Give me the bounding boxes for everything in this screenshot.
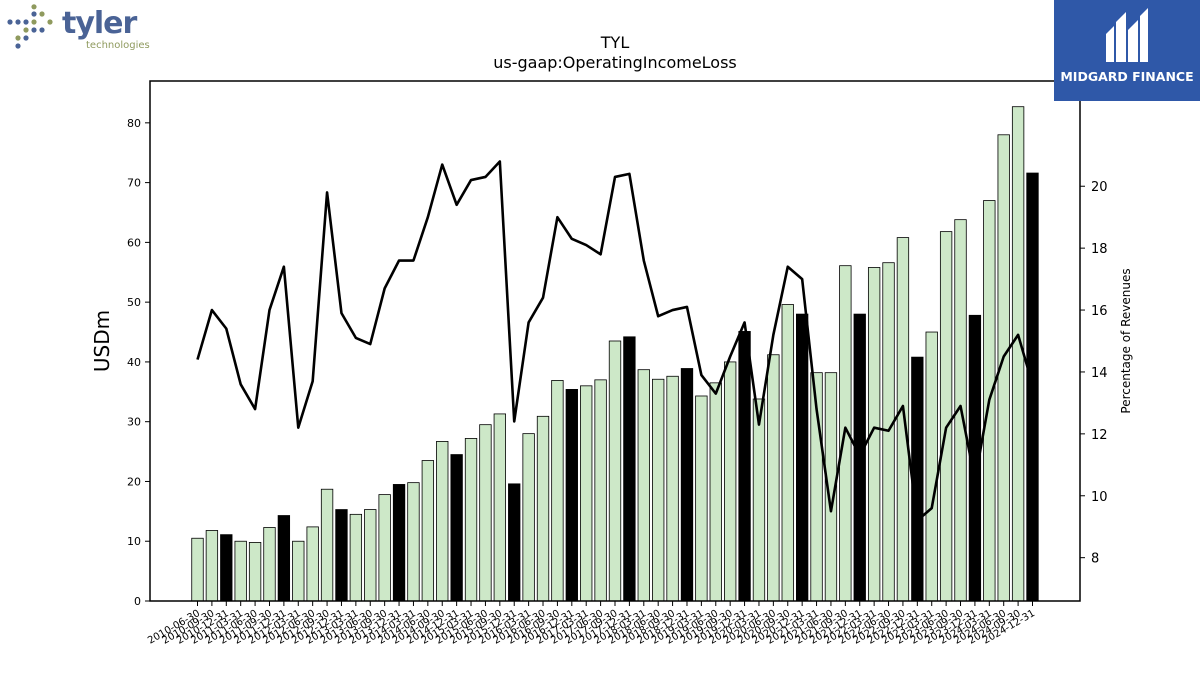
bar	[205, 530, 219, 602]
bar	[277, 515, 291, 602]
bar	[421, 460, 435, 602]
bar	[666, 375, 679, 602]
bar	[450, 454, 463, 602]
bar	[1011, 106, 1025, 602]
bar	[709, 382, 722, 602]
bar	[896, 237, 910, 602]
y2-tick-label: 18	[1091, 242, 1108, 257]
bar	[623, 336, 636, 602]
bar	[392, 484, 406, 602]
chart-title: TYL	[600, 33, 630, 52]
tyler-logo: tyler technologies	[4, 4, 154, 56]
tyler-subtext: technologies	[86, 40, 150, 51]
line-series	[196, 160, 1034, 522]
midgard-emblem-icon	[1106, 8, 1148, 62]
bar	[306, 526, 319, 602]
y2-axis-ticks: 8 10 12 14 16 18 20	[1080, 180, 1108, 567]
bar	[378, 494, 391, 602]
tyler-dots-icon	[7, 4, 53, 49]
x-axis-ticks: 2010-06-302010-09-302010-12-312011-03-31…	[146, 601, 1037, 647]
chart-subtitle: us-gaap:OperatingIncomeLoss	[493, 53, 737, 72]
tyler-wordmark: tyler	[62, 6, 137, 41]
bar	[853, 313, 866, 602]
y-tick-label: 10	[127, 535, 141, 548]
y-tick-label: 60	[127, 236, 141, 249]
y2-tick-label: 14	[1091, 366, 1108, 381]
bar	[594, 379, 607, 602]
y2-tick-label: 16	[1091, 304, 1108, 319]
y-tick-label: 70	[127, 177, 141, 190]
bar	[637, 369, 650, 602]
bar	[925, 331, 938, 602]
y2-tick-label: 8	[1091, 552, 1099, 567]
bar	[436, 441, 449, 602]
y-tick-label: 0	[134, 595, 141, 608]
bar	[335, 509, 348, 602]
midgard-finance-wordmark: MIDGARD FINANCE	[1060, 69, 1194, 84]
bar	[551, 380, 564, 602]
y-tick-label: 40	[127, 356, 141, 369]
bar	[364, 509, 377, 602]
bar	[536, 415, 550, 602]
y2-tick-label: 10	[1091, 490, 1108, 505]
y-tick-label: 50	[127, 296, 141, 309]
bar	[580, 385, 593, 602]
bar	[781, 304, 794, 602]
bar	[724, 361, 737, 602]
plot-frame	[149, 80, 1081, 602]
bar	[493, 413, 506, 602]
bar	[464, 438, 478, 602]
bar	[680, 368, 694, 602]
bar	[407, 482, 420, 602]
bar	[738, 331, 751, 602]
y2-tick-label: 12	[1091, 428, 1108, 443]
bar	[939, 231, 953, 602]
bar	[652, 378, 665, 602]
midgard-finance-logo: MIDGARD FINANCE	[1054, 0, 1200, 101]
bar	[320, 488, 334, 602]
bar	[292, 540, 305, 602]
bar	[263, 527, 276, 602]
bar	[508, 483, 521, 602]
bar	[349, 513, 363, 602]
bar	[767, 354, 780, 602]
percentage-line	[196, 160, 1034, 522]
bar	[248, 542, 262, 602]
bar	[220, 534, 233, 602]
y2-tick-label: 20	[1091, 180, 1108, 195]
y-tick-label: 20	[127, 475, 141, 488]
y-axis-ticks: 0 10 20 30 40 50 60 70 80	[127, 117, 150, 608]
bar	[752, 398, 766, 602]
bar	[695, 395, 708, 602]
y-axis-label: USDm	[90, 310, 114, 372]
bar	[608, 340, 622, 602]
bar	[479, 424, 492, 602]
bar	[191, 537, 204, 602]
bar	[795, 313, 809, 602]
y-tick-label: 80	[127, 117, 141, 130]
y2-axis-label: Percentage of Revenues	[1119, 268, 1133, 413]
y-tick-label: 30	[127, 416, 141, 429]
bar	[1026, 172, 1039, 602]
bar	[565, 389, 578, 602]
bar	[522, 433, 535, 602]
bar	[234, 540, 247, 602]
